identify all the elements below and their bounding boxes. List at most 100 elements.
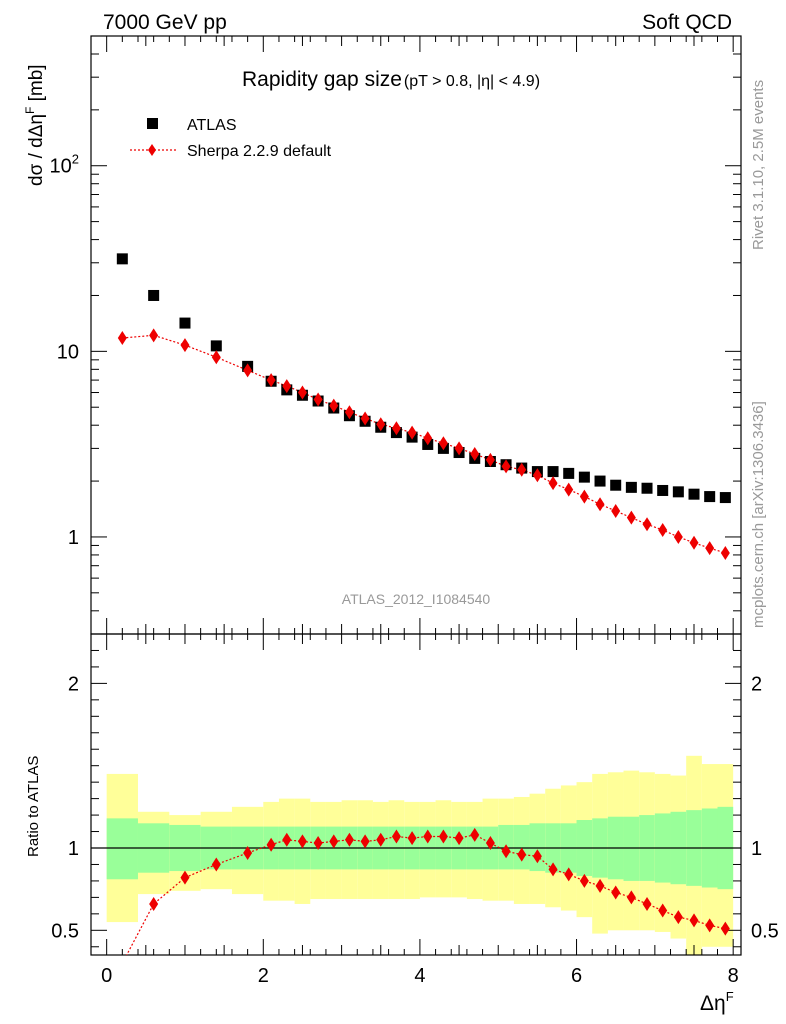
main-y-axis-label: dσ / dΔηF [mb]: [23, 64, 47, 186]
sherpa-point: [579, 489, 589, 504]
sherpa-point: [211, 350, 221, 365]
sherpa-point: [705, 541, 715, 556]
sherpa-ratio-point: [297, 834, 307, 849]
sherpa-ratio-point: [564, 867, 574, 882]
sherpa-ratio-point: [470, 827, 480, 842]
atlas-point: [578, 471, 590, 483]
sherpa-point: [180, 338, 190, 353]
band-inner-0: [106, 818, 138, 880]
atlas-point: [719, 492, 731, 504]
sherpa-point: [642, 517, 652, 532]
sherpa-point: [344, 405, 354, 420]
sherpa-point: [329, 398, 339, 413]
atlas-point: [116, 253, 128, 265]
atlas-point: [625, 481, 637, 493]
sherpa-point: [438, 436, 448, 451]
sherpa-ratio-point: [579, 873, 589, 888]
sherpa-point: [564, 482, 574, 497]
x-tick-label: 4: [414, 965, 425, 987]
band-inner-28: [623, 816, 640, 881]
band-inner-22: [529, 823, 546, 872]
atlas-point: [704, 491, 716, 503]
atlas-point: [610, 479, 622, 491]
sherpa-point: [313, 392, 323, 407]
atlas-point: [179, 317, 191, 329]
x-axis-label: ΔηF: [700, 989, 734, 1015]
sherpa-ratio-point: [720, 921, 730, 936]
sherpa-point: [485, 452, 495, 467]
sherpa-point: [470, 446, 480, 461]
ratio-uncertainty-bands: [106, 755, 734, 955]
chart-title-suffix: (pT > 0.8, |η| < 4.9): [404, 73, 540, 90]
legend-atlas-marker: [147, 118, 158, 129]
sherpa-point: [611, 503, 621, 518]
sherpa-point: [297, 385, 307, 400]
sherpa-ratio-point: [407, 831, 417, 846]
sherpa-point: [548, 476, 558, 491]
sherpa-ratio-point: [243, 845, 253, 860]
y-tick-label: 10: [57, 341, 79, 363]
atlas-point: [672, 486, 684, 498]
x-tick-label: 0: [101, 965, 112, 987]
sherpa-ratio-point: [438, 829, 448, 844]
ratio-axis-ticks: 0 2 4 6 8 0.5 0.5 1 1 2 2: [51, 633, 779, 987]
sherpa-ratio-point: [360, 834, 370, 849]
ratio-y-tick-label-left: 0.5: [51, 920, 79, 942]
sherpa-point: [117, 331, 127, 346]
header-right: Soft QCD: [642, 11, 732, 34]
atlas-point: [563, 467, 575, 479]
sherpa-point: [454, 441, 464, 456]
sherpa-point: [376, 417, 386, 432]
sherpa-ratio-point: [517, 847, 527, 862]
sherpa-ratio-point: [211, 857, 221, 872]
sherpa-point: [595, 497, 605, 512]
sherpa-point: [266, 373, 276, 388]
atlas-point: [688, 488, 700, 500]
ratio-series-layer: [125, 827, 730, 955]
sherpa-ratio-point: [658, 903, 668, 918]
sherpa-point: [532, 468, 542, 483]
sherpa-ratio-point: [149, 896, 159, 911]
legend-sherpa-marker: [148, 144, 156, 156]
sherpa-point: [149, 328, 159, 343]
sherpa-point: [689, 535, 699, 550]
sherpa-point: [243, 363, 253, 378]
ratio-y-tick-label-right: 2: [751, 673, 762, 695]
main-axis-ticks: 1 10 102: [50, 35, 741, 635]
sherpa-point: [282, 379, 292, 394]
sherpa-ratio-point: [642, 896, 652, 911]
sherpa-ratio-point: [454, 831, 464, 846]
sherpa-point: [720, 545, 730, 560]
sherpa-point: [407, 425, 417, 440]
sherpa-ratio-point: [673, 910, 683, 925]
sherpa-point: [673, 529, 683, 544]
ratio-y-tick-label-right: 1: [751, 838, 762, 860]
ratio-y-axis-label: Ratio to ATLAS: [25, 756, 42, 857]
sherpa-point: [360, 411, 370, 426]
atlas-point: [210, 340, 222, 352]
sherpa-ratio-point: [313, 836, 323, 851]
sherpa-ratio-point: [611, 885, 621, 900]
chart-title: Rapidity gap size (pT > 0.8, |η| < 4.9): [242, 68, 540, 91]
main-series-layer: [116, 253, 731, 560]
mcplots-label: mcplots.cern.ch [arXiv:1306.3436]: [750, 401, 767, 628]
sherpa-point: [517, 462, 527, 477]
sherpa-point: [658, 523, 668, 538]
x-tick-label: 6: [571, 965, 582, 987]
analysis-watermark: ATLAS_2012_I1084540: [342, 591, 491, 607]
sherpa-ratio-point: [423, 829, 433, 844]
sherpa-ratio-point: [180, 870, 190, 885]
y-tick-label: 102: [50, 152, 79, 178]
atlas-point: [547, 466, 559, 478]
rivet-version-label: Rivet 3.1.10, 2.5M events: [750, 80, 767, 250]
ratio-frame-rect: [90, 633, 742, 956]
sherpa-ratio-point: [485, 836, 495, 851]
sherpa-ratio-point: [344, 832, 354, 847]
x-tick-label: 8: [728, 965, 739, 987]
sherpa-ratio-point: [595, 878, 605, 893]
sherpa-ratio-point: [266, 837, 276, 852]
sherpa-point: [501, 459, 511, 474]
sherpa-point: [391, 421, 401, 436]
header-left: 7000 GeV pp: [103, 11, 227, 34]
